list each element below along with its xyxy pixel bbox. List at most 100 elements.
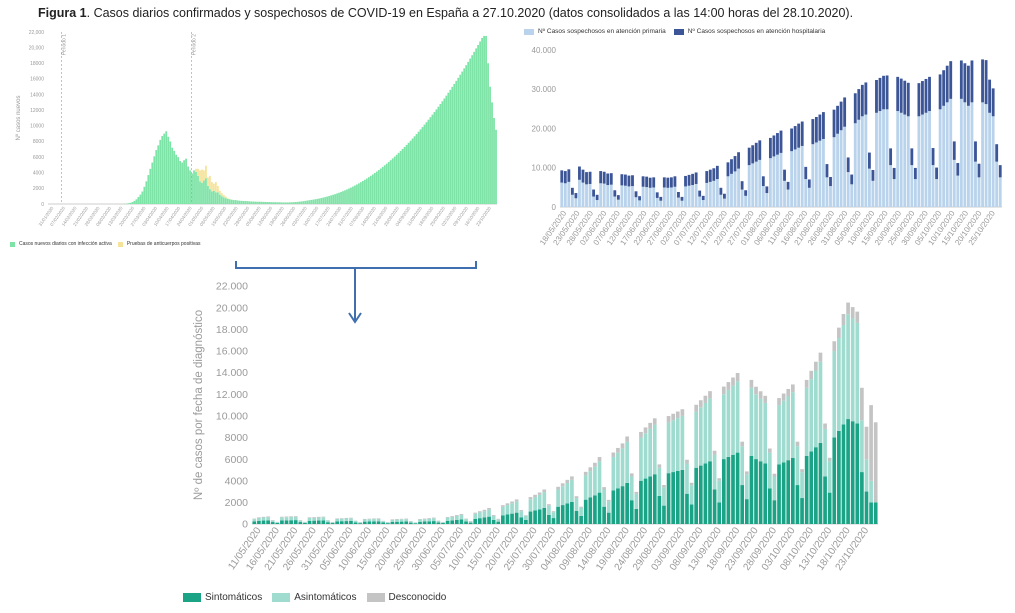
bar-segment-1 bbox=[284, 520, 289, 524]
bar-segment-1 bbox=[931, 165, 935, 207]
bar-segment-1 bbox=[137, 196, 140, 204]
legend-item-asymptomatic: Asintomáticos bbox=[272, 592, 357, 603]
bar-segment-1 bbox=[308, 200, 311, 204]
bar-segment-2 bbox=[837, 338, 841, 431]
bar-segment-1 bbox=[491, 519, 496, 524]
bar-segment-1 bbox=[825, 177, 829, 207]
bar-segment-2 bbox=[818, 114, 822, 141]
bar-segment-1 bbox=[207, 186, 209, 204]
bar-segment-1 bbox=[547, 514, 551, 524]
bar-segment-2 bbox=[850, 318, 855, 422]
bar-segment-1 bbox=[435, 109, 438, 204]
bar-segment-1 bbox=[385, 523, 390, 524]
bar-segment-1 bbox=[163, 133, 166, 204]
bar-segment-1 bbox=[199, 181, 201, 204]
bar-segment-3 bbox=[335, 518, 339, 519]
bar-segment-3 bbox=[818, 352, 823, 362]
bar-segment-1 bbox=[431, 521, 436, 524]
bar-segment-1 bbox=[680, 469, 685, 524]
bar-segment-2 bbox=[747, 147, 751, 166]
bar-segment-1 bbox=[135, 199, 138, 204]
bar-segment-1 bbox=[949, 98, 953, 207]
y-tick-label: 2000 bbox=[33, 186, 44, 192]
bar-segment-2 bbox=[524, 515, 528, 520]
bar-segment-1 bbox=[942, 105, 946, 207]
bar-segment-2 bbox=[505, 505, 510, 515]
bar-segment-1 bbox=[205, 178, 207, 204]
bar-segment-1 bbox=[595, 200, 599, 207]
bar-segment-1 bbox=[326, 196, 329, 204]
bar-segment-2 bbox=[454, 515, 459, 520]
bar-segment-2 bbox=[740, 181, 744, 190]
bar-segment-2 bbox=[593, 466, 597, 496]
bar-segment-1 bbox=[811, 144, 815, 207]
bar-segment-2 bbox=[565, 482, 570, 504]
bar-segment-2 bbox=[399, 519, 404, 522]
bar-segment-1 bbox=[565, 503, 570, 524]
bar-segment-1 bbox=[151, 162, 154, 204]
bar-segment-2 bbox=[694, 411, 699, 468]
bar-segment-1 bbox=[167, 136, 170, 204]
bar-segment-1 bbox=[666, 187, 670, 207]
bar-segment-1 bbox=[222, 197, 225, 204]
bar-segment-2 bbox=[864, 82, 868, 115]
bar-segment-2 bbox=[974, 141, 977, 162]
bar-segment-2 bbox=[733, 156, 737, 172]
figure-caption: Figura 1. Casos diarios confirmados y so… bbox=[38, 6, 853, 20]
bar-segment-2 bbox=[390, 519, 395, 522]
bar-segment-1 bbox=[185, 158, 187, 204]
bar-segment-3 bbox=[372, 518, 376, 520]
bar-segment-1 bbox=[423, 124, 426, 204]
bar-segment-3 bbox=[537, 492, 542, 495]
bar-segment-2 bbox=[938, 74, 942, 110]
bar-segment-3 bbox=[491, 515, 496, 516]
bar-segment-1 bbox=[350, 187, 352, 204]
bar-segment-1 bbox=[885, 109, 889, 207]
bar-segment-1 bbox=[147, 175, 150, 204]
bar-segment-1 bbox=[475, 48, 478, 204]
y-tick-label: 18.000 bbox=[216, 324, 248, 336]
bar-segment-3 bbox=[280, 516, 284, 518]
bar-segment-3 bbox=[657, 464, 662, 468]
bar-segment-2 bbox=[841, 325, 846, 425]
bar-segment-1 bbox=[570, 501, 574, 524]
bar-segment-1 bbox=[391, 158, 394, 204]
bar-segment-3 bbox=[767, 448, 772, 453]
y-tick-label: 16.000 bbox=[216, 346, 248, 358]
bar-segment-1 bbox=[429, 117, 432, 204]
bar-segment-1 bbox=[850, 184, 854, 207]
bar-segment-2 bbox=[860, 84, 864, 117]
bar-segment-1 bbox=[352, 186, 354, 204]
bar-segment-2 bbox=[853, 93, 857, 124]
bar-segment-2 bbox=[270, 520, 275, 523]
bar-segment-2 bbox=[570, 187, 574, 195]
bar-segment-1 bbox=[304, 200, 307, 204]
bar-segment-1 bbox=[779, 152, 783, 207]
bar-segment-1 bbox=[298, 201, 301, 204]
y-tick-label: 22,000 bbox=[29, 30, 45, 36]
legend-swatch-blue-light bbox=[524, 28, 534, 35]
bar-segment-1 bbox=[708, 461, 712, 524]
bar-segment-1 bbox=[841, 424, 846, 524]
bar-segment-1 bbox=[203, 180, 205, 204]
bar-segment-3 bbox=[708, 391, 712, 399]
bar-segment-1 bbox=[687, 185, 691, 207]
bar-segment-2 bbox=[376, 518, 381, 522]
bar-segment-2 bbox=[781, 400, 786, 463]
bar-segment-2 bbox=[882, 75, 885, 110]
bar-segment-1 bbox=[698, 465, 703, 524]
bar-segment-3 bbox=[837, 327, 841, 339]
bar-segment-1 bbox=[487, 63, 489, 204]
bar-segment-3 bbox=[744, 471, 749, 475]
bar-segment-1 bbox=[441, 523, 445, 524]
bar-segment-1 bbox=[214, 192, 217, 204]
bar-segment-3 bbox=[450, 515, 455, 517]
bar-segment-2 bbox=[514, 501, 519, 513]
bar-segment-1 bbox=[381, 522, 386, 524]
bar-segment-1 bbox=[467, 61, 470, 205]
bar-segment-1 bbox=[360, 182, 362, 204]
bar-segment-2 bbox=[280, 517, 284, 521]
bar-segment-1 bbox=[685, 493, 689, 524]
legend-label-symptomatic: Sintomáticos bbox=[205, 592, 263, 603]
bar-segment-2 bbox=[777, 405, 781, 465]
